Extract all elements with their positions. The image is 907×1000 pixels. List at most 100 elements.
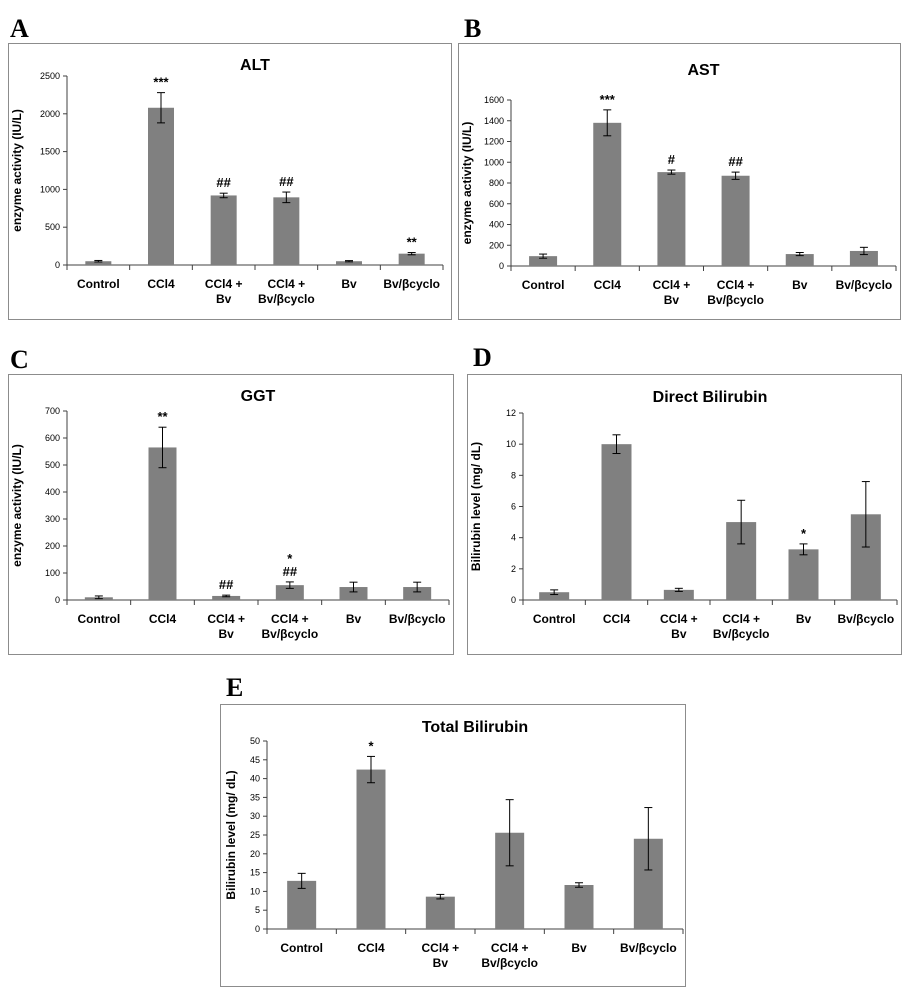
chart-total-bilirubin-x-tick-label: CCl4 + [421, 941, 459, 955]
chart-alt-x-tick-label: CCl4 [147, 277, 175, 291]
chart-ggt-bar [339, 587, 368, 600]
chart-ast-bar [529, 256, 558, 266]
chart-ast-y-tick-label: 400 [489, 220, 504, 230]
chart-alt-y-tick-label: 2000 [40, 109, 60, 119]
chart-alt-y-tick-label: 1500 [40, 147, 60, 157]
chart-ggt-y-axis-label: enzyme activity (IU/L) [10, 444, 24, 567]
chart-ggt-x-tick-label: Bv/βcyclo [389, 612, 446, 626]
chart-total-bilirubin-y-tick-label: 20 [250, 849, 260, 859]
chart-alt-significance-label: *** [153, 75, 169, 90]
chart-direct-bilirubin-bar [663, 589, 694, 600]
chart-alt-significance-label: ## [279, 174, 294, 189]
chart-total-bilirubin-x-tick-label: Bv/βcyclo [481, 956, 538, 970]
chart-ggt-y-tick-label: 300 [45, 514, 60, 524]
chart-direct-bilirubin-significance-label: * [801, 526, 807, 541]
chart-ggt: GGT 0 100 200 300 400 500 600 700 enzyme activity… [8, 374, 454, 655]
chart-direct-bilirubin-y-axis-label: Bilirubin level (mg/ dL) [469, 442, 483, 571]
chart-alt-x-tick-label: Bv/βcyclo [383, 277, 440, 291]
chart-total-bilirubin-x-tick-label: Bv/βcyclo [620, 941, 677, 955]
chart-ggt-x-tick-label: Bv/βcyclo [261, 627, 318, 641]
chart-ggt-bar [212, 595, 241, 600]
chart-alt-x-tick-label: CCl4 + [267, 277, 305, 291]
chart-alt-bar [210, 195, 237, 265]
panel-letter-c: C [10, 345, 29, 374]
chart-ggt-bar [148, 447, 177, 600]
chart-ggt-svg: GGT 0 100 200 300 400 500 600 700 enzyme activity… [10, 388, 450, 641]
chart-alt-x-tick-label: Bv/βcyclo [258, 292, 315, 306]
chart-ast-x-tick-label: Control [522, 278, 565, 292]
chart-ast-bar [593, 122, 622, 266]
chart-alt-x-tick-label: Control [77, 277, 120, 291]
chart-ggt-y-tick-label: 600 [45, 433, 60, 443]
chart-alt-significance-label: ** [407, 235, 418, 250]
chart-total-bilirubin-bar [356, 769, 386, 929]
chart-ast-y-axis-label: enzyme activity (IU/L) [460, 122, 474, 245]
chart-ast-y-tick-label: 1400 [484, 116, 504, 126]
chart-total-bilirubin-bar [564, 885, 594, 929]
chart-ast-y-tick-label: 1000 [484, 157, 504, 167]
panel-letter-e: E [226, 673, 244, 702]
chart-total-bilirubin-y-tick-label: 15 [250, 868, 260, 878]
chart-alt-y-tick-label: 2500 [40, 71, 60, 81]
chart-ast-bar [657, 172, 686, 266]
chart-ggt-x-tick-label: Bv [346, 612, 362, 626]
chart-total-bilirubin-bar [425, 896, 455, 929]
chart-ggt-x-tick-label: CCl4 + [271, 612, 309, 626]
chart-ggt-significance-label: * [287, 551, 293, 566]
chart-ast-significance-label: ## [728, 154, 743, 169]
chart-ast-x-tick-label: Bv/βcyclo [707, 293, 764, 307]
chart-alt-x-tick-label: Bv [216, 292, 232, 306]
chart-ggt-bar [403, 587, 432, 600]
chart-direct-bilirubin-x-tick-label: CCl4 [603, 612, 631, 626]
chart-direct-bilirubin-bar [539, 592, 570, 600]
chart-total-bilirubin-y-axis-label: Bilirubin level (mg/ dL) [224, 770, 238, 899]
chart-ggt-x-tick-label: Control [78, 612, 121, 626]
chart-ggt-bar [275, 585, 304, 600]
chart-ast-y-tick-label: 800 [489, 178, 504, 188]
chart-ggt-y-tick-label: 100 [45, 568, 60, 578]
chart-ggt-y-tick-label: 200 [45, 541, 60, 551]
chart-ast-x-tick-label: CCl4 [594, 278, 622, 292]
chart-ast-x-tick-label: Bv/βcyclo [836, 278, 893, 292]
chart-alt-y-tick-label: 1000 [40, 184, 60, 194]
chart-total-bilirubin-y-tick-label: 10 [250, 886, 260, 896]
chart-ast-x-tick-label: CCl4 + [653, 278, 691, 292]
chart-alt-bar [148, 107, 174, 265]
chart-ast-y-tick-label: 200 [489, 240, 504, 250]
chart-alt-bar [85, 261, 112, 265]
chart-ggt-y-tick-label: 700 [45, 406, 60, 416]
chart-alt-y-axis-label: enzyme activity (IU/L) [10, 109, 24, 232]
chart-direct-bilirubin-x-tick-label: CCl4 + [722, 612, 760, 626]
chart-ast: AST 0 200 400 600 800 1000 1200 1400 1600 enzyme a… [458, 43, 901, 320]
chart-direct-bilirubin-y-tick-label: 4 [511, 533, 516, 543]
chart-ast-y-tick-label: 1200 [484, 137, 504, 147]
chart-ggt-x-tick-label: Bv [218, 627, 234, 641]
chart-direct-bilirubin-x-tick-label: Bv [796, 612, 812, 626]
chart-direct-bilirubin-x-tick-label: Bv/βcyclo [837, 612, 894, 626]
chart-total-bilirubin-svg: Total Bilirubin 0 5 10 15 20 25 30 35 40 45 50 Bilir… [224, 719, 684, 970]
chart-direct-bilirubin-title: Direct Bilirubin [653, 389, 768, 406]
chart-total-bilirubin-title: Total Bilirubin [422, 719, 528, 736]
chart-direct-bilirubin-y-tick-label: 10 [506, 439, 516, 449]
chart-ggt-y-tick-label: 500 [45, 460, 60, 470]
panel-letter-a: A [10, 14, 29, 43]
chart-direct-bilirubin-x-tick-label: CCl4 + [660, 612, 698, 626]
chart-direct-bilirubin-y-tick-label: 6 [511, 502, 516, 512]
chart-direct-bilirubin-bar [788, 549, 819, 600]
chart-alt: ALT 0 500 1000 1500 2000 2500 enzyme activity (… [8, 43, 452, 320]
chart-ast-significance-label: # [668, 152, 676, 167]
chart-direct-bilirubin-y-tick-label: 12 [506, 408, 516, 418]
panel-letter-d: D [473, 343, 492, 372]
chart-ggt-x-tick-label: CCl4 [149, 612, 177, 626]
chart-ggt-y-tick-label: 400 [45, 487, 60, 497]
chart-total-bilirubin-x-tick-label: Bv [433, 956, 449, 970]
chart-direct-bilirubin-x-tick-label: Control [533, 612, 576, 626]
chart-ggt-significance-label: ## [219, 577, 234, 592]
chart-direct-bilirubin-x-tick-label: Bv [671, 627, 687, 641]
chart-ast-bar [785, 254, 814, 266]
chart-ggt-y-tick-label: 0 [55, 595, 60, 605]
chart-ast-y-tick-label: 0 [499, 261, 504, 271]
chart-ast-y-tick-label: 1600 [484, 95, 504, 105]
chart-total-bilirubin-x-tick-label: Bv [571, 941, 587, 955]
chart-ggt-title: GGT [241, 388, 276, 405]
